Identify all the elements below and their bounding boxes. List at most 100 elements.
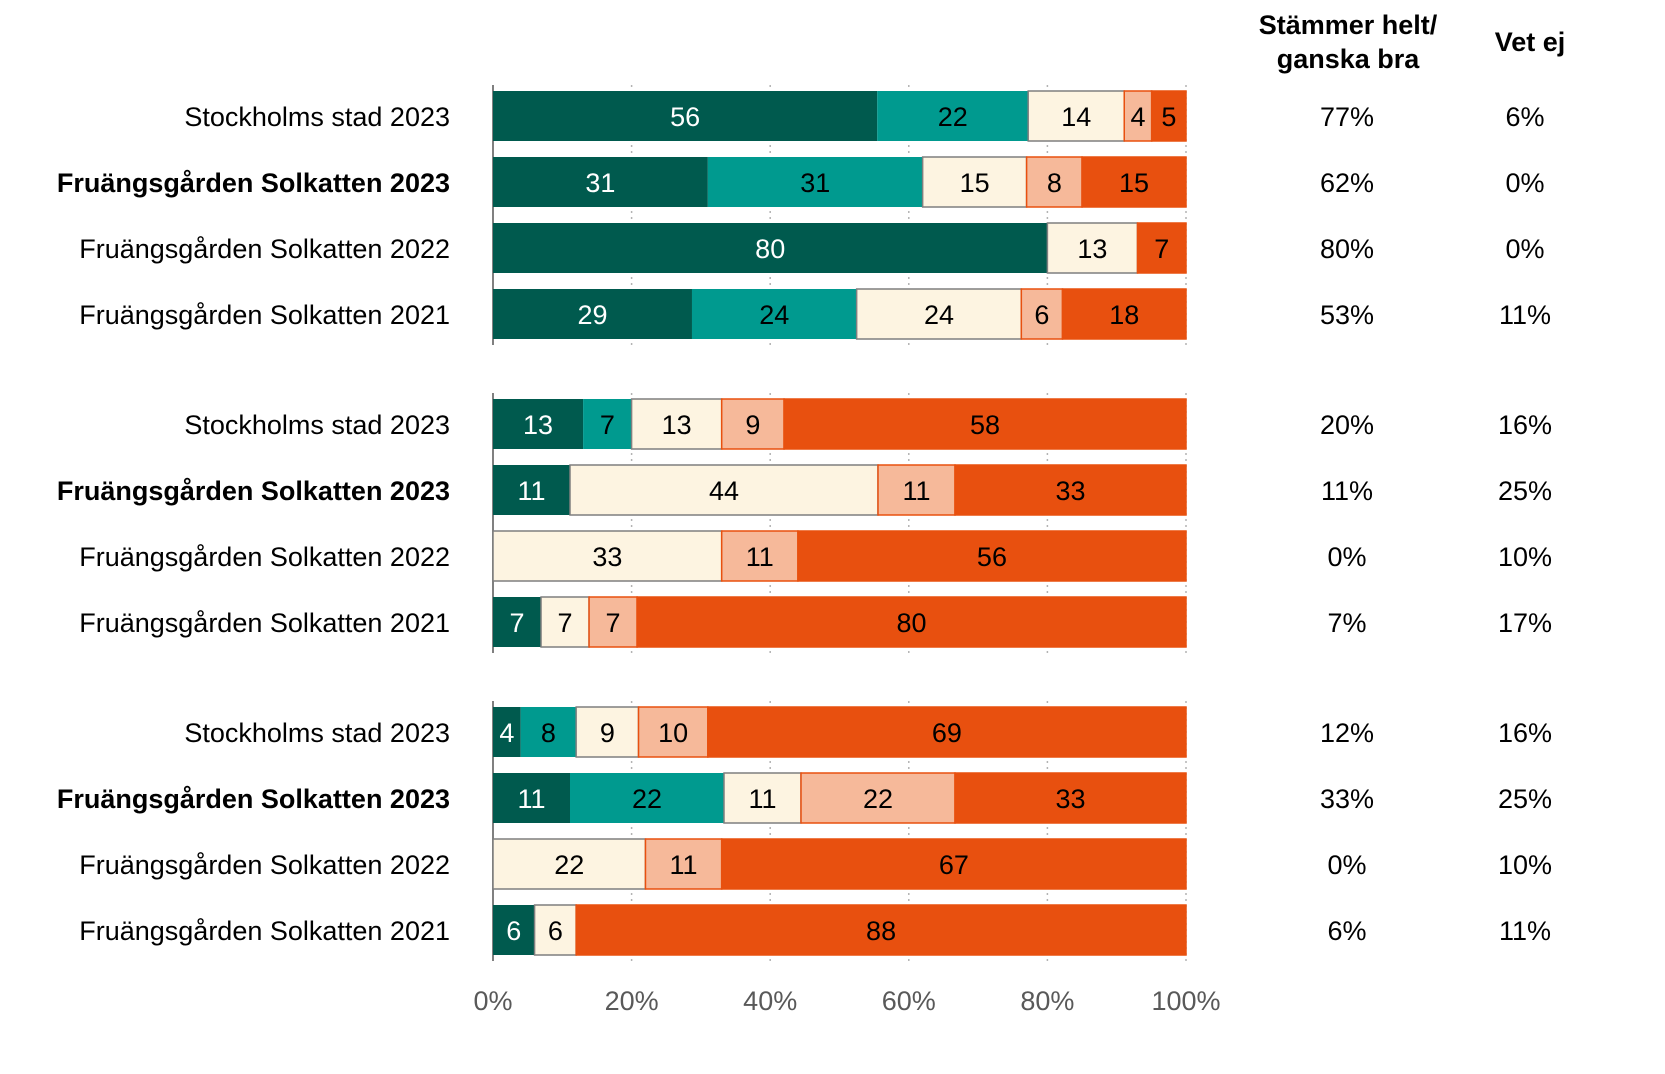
bar-value-label: 18 (1109, 300, 1139, 330)
bar-segment (1123, 90, 1153, 142)
bar-value-label: 15 (960, 168, 990, 198)
bar-value-label: 8 (1047, 168, 1062, 198)
agree-value: 20% (1320, 410, 1374, 440)
dont-know-value: 11% (1499, 300, 1551, 330)
bar-segment (493, 157, 708, 207)
bar-segment (493, 289, 692, 339)
bar-segment (493, 597, 542, 647)
agree-value: 0% (1327, 850, 1366, 880)
bar-segment (1061, 288, 1187, 340)
bar-segment (1081, 156, 1187, 208)
bar-value-label: 6 (506, 916, 521, 946)
bar-value-label: 22 (554, 850, 584, 880)
bar-segment (1027, 90, 1125, 142)
bar-value-label: 15 (1119, 168, 1149, 198)
bar-value-label: 13 (523, 410, 553, 440)
bar-segment (954, 772, 1187, 824)
bar-segment (921, 156, 1028, 208)
dont-know-value: 11% (1499, 916, 1551, 946)
bar-segment (797, 530, 1187, 582)
row-label: Fruängsgården Solkatten 2022 (79, 850, 450, 880)
bar-value-label: 80 (897, 608, 927, 638)
bar-value-label: 88 (866, 916, 896, 946)
bar-segment (540, 596, 590, 648)
bar-segment (720, 838, 1187, 890)
bar-value-label: 44 (709, 476, 739, 506)
bar-segment (1136, 222, 1187, 274)
bar-value-label: 14 (1061, 102, 1091, 132)
bar-segment (1046, 222, 1139, 274)
bar-segment (493, 773, 570, 823)
bar-segment (1150, 90, 1187, 142)
bar-segment (493, 91, 878, 141)
agree-column-header-line1: Stämmer helt/ (1258, 10, 1438, 40)
bar-value-label: 10 (658, 718, 688, 748)
bar-segment (636, 596, 1187, 648)
bar-value-label: 4 (499, 718, 514, 748)
x-tick-label: 40% (743, 986, 797, 1016)
agree-column-header: Stämmer helt/ ganska bra (1228, 8, 1468, 76)
bar-value-label: 22 (632, 784, 662, 814)
bar-value-label: 29 (577, 300, 607, 330)
bar-segment (630, 398, 723, 450)
bar-value-label: 11 (670, 850, 698, 880)
row-label: Fruängsgården Solkatten 2022 (79, 234, 450, 264)
dont-know-value: 17% (1498, 608, 1552, 638)
row-label: Fruängsgården Solkatten 2023 (57, 476, 450, 506)
bar-segment (493, 707, 521, 757)
bar-value-label: 7 (606, 608, 621, 638)
bar-value-label: 7 (509, 608, 524, 638)
row-label: Fruängsgården Solkatten 2023 (57, 784, 450, 814)
bar-segment (575, 904, 1187, 956)
bar-segment (783, 398, 1187, 450)
bar-segment (492, 838, 647, 890)
agree-value: 77% (1320, 102, 1374, 132)
bar-value-label: 22 (863, 784, 893, 814)
bar-segment (720, 398, 785, 450)
bar-segment (644, 838, 723, 890)
agree-value: 53% (1320, 300, 1374, 330)
row-label: Stockholms stad 2023 (184, 718, 450, 748)
bar-segment (492, 530, 723, 582)
agree-value: 12% (1320, 718, 1374, 748)
bar-value-label: 11 (902, 476, 930, 506)
row-label: Fruängsgården Solkatten 2021 (79, 916, 450, 946)
x-tick-label: 0% (473, 986, 512, 1016)
bar-segment (954, 464, 1187, 516)
bar-segment (583, 399, 632, 449)
bar-segment (493, 399, 584, 449)
bar-value-label: 69 (932, 718, 962, 748)
x-tick-label: 20% (605, 986, 659, 1016)
bar-value-label: 33 (592, 542, 622, 572)
row-label: Fruängsgården Solkatten 2023 (57, 168, 450, 198)
bar-value-label: 80 (755, 234, 785, 264)
dont-know-value: 16% (1498, 410, 1552, 440)
bar-value-label: 24 (759, 300, 789, 330)
bar-value-label: 11 (746, 542, 774, 572)
agree-column-header-line2: ganska bra (1276, 44, 1420, 74)
bar-value-label: 9 (600, 718, 615, 748)
row-label: Stockholms stad 2023 (184, 410, 450, 440)
bar-segment (493, 223, 1048, 273)
dont-know-value: 6% (1505, 102, 1544, 132)
bar-segment (575, 706, 640, 758)
bar-value-label: 56 (977, 542, 1007, 572)
bar-value-label: 67 (939, 850, 969, 880)
bar-segment (707, 157, 923, 207)
bar-segment (707, 706, 1187, 758)
x-tick-label: 100% (1151, 986, 1220, 1016)
agree-value: 80% (1320, 234, 1374, 264)
dont-know-value: 16% (1498, 718, 1552, 748)
bar-value-label: 13 (662, 410, 692, 440)
row-label: Fruängsgården Solkatten 2021 (79, 608, 450, 638)
bar-value-label: 6 (1034, 300, 1049, 330)
agree-value: 0% (1327, 542, 1366, 572)
bar-value-label: 6 (548, 916, 563, 946)
dont-know-value: 10% (1498, 850, 1552, 880)
bar-value-label: 13 (1077, 234, 1107, 264)
bar-value-label: 11 (517, 476, 545, 506)
dont-know-value: 0% (1505, 234, 1544, 264)
bar-segment (855, 288, 1023, 340)
bar-segment (493, 905, 535, 955)
